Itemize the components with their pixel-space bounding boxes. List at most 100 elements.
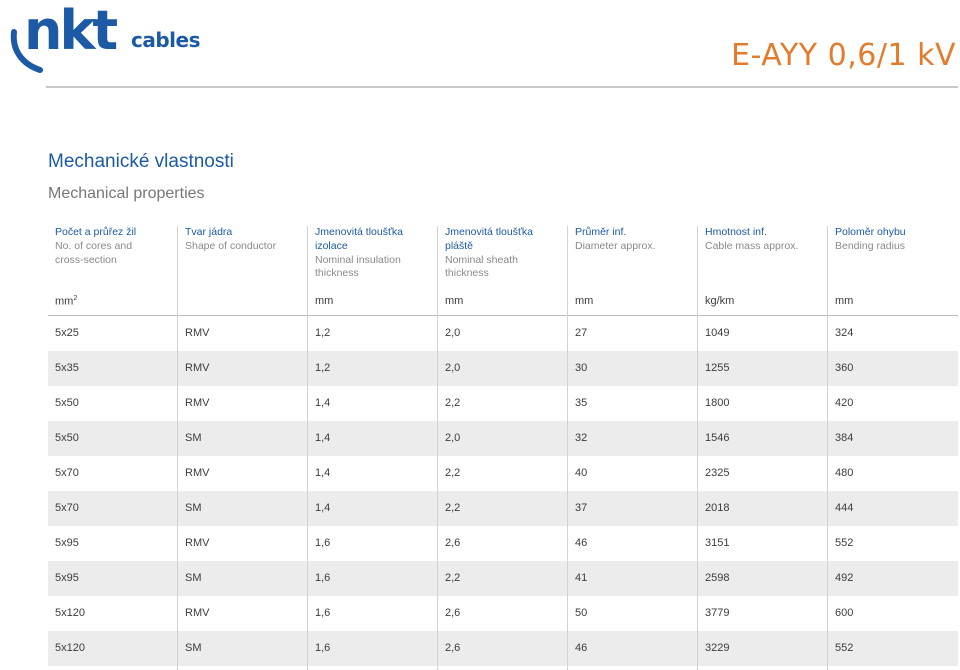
logo-main-text: nkt [24,0,118,62]
table-cell: 5x25 [55,327,79,339]
table-cell: 2,2 [445,502,461,514]
column-separator [437,226,438,670]
nkt-cables-logo: nkt cables [8,0,201,73]
table-cell: 3229 [705,642,730,654]
table-cell: RMV [185,397,210,409]
column-separator [567,226,568,670]
column-header-cz: Jmenovitá tloušťka [315,226,403,238]
column-separator [697,226,698,670]
column-header: Jmenovitá tloušťka pláště Nominal sheath th… [445,226,573,281]
table-cell: 5x35 [55,362,79,374]
table-cell: 3151 [705,537,730,549]
table-body: 5x25 RMV 1,2 2,0 27 1049 324 5x35 RMV 1,2 2,0 30 125… [48,316,958,666]
table-cell: 444 [835,502,854,514]
table-cell: 46 [575,537,588,549]
column-header-cz: izolace [315,239,348,252]
header-divider [46,86,958,88]
column-header-cz: Průměr inf. [575,226,627,238]
table-cell: RMV [185,362,210,374]
table-cell: 2,6 [445,537,461,549]
page-header: nkt cables E-AYY 0,6/1 kV [0,0,960,90]
column-header-en: thickness [315,267,359,280]
table-cell: 1800 [705,397,730,409]
table-cell: 1,4 [315,467,331,479]
table-cell: 35 [575,397,588,409]
table-cell: 420 [835,397,854,409]
table-cell: 5x70 [55,502,79,514]
column-header: Tvar jádra Shape of conductor [185,226,313,254]
table-cell: 1,4 [315,432,331,444]
table-row: 5x95 SM 1,6 2,2 41 2598 492 [48,561,958,596]
column-header: Hmotnost inf. Cable mass approx. [705,226,833,254]
table-cell: 3779 [705,607,730,619]
table-cell: 5x120 [55,607,85,619]
table-cell: 2,2 [445,467,461,479]
table-cell: 5x95 [55,572,79,584]
table-row: 5x50 RMV 1,4 2,2 35 1800 420 [48,386,958,421]
table-cell: 5x70 [55,467,79,479]
column-header: Poloměr ohybu Bending radius [835,226,960,254]
column-header-en: Diameter approx. [575,239,656,252]
column-separator [307,226,308,670]
table-cell: SM [185,502,202,514]
table-cell: 50 [575,607,588,619]
column-header-en: cross-section [55,253,117,266]
table-cell: 1,2 [315,362,331,374]
table-cell: 1,4 [315,397,331,409]
table-cell: RMV [185,607,210,619]
column-unit: mm [445,295,464,307]
table-cell: 1,6 [315,607,331,619]
table-cell: 2018 [705,502,730,514]
column-unit: kg/km [705,295,735,307]
table-cell: SM [185,642,202,654]
table-cell: 384 [835,432,854,444]
column-unit: mm [575,295,594,307]
table-cell: 2,0 [445,327,461,339]
table-cell: 2,6 [445,642,461,654]
table-row: 5x120 SM 1,6 2,6 46 3229 552 [48,631,958,666]
units-divider [48,315,958,316]
table-row: 5x95 RMV 1,6 2,6 46 3151 552 [48,526,958,561]
table-cell: 324 [835,327,854,339]
table-cell: 492 [835,572,854,584]
table-row: 5x35 RMV 1,2 2,0 30 1255 360 [48,351,958,386]
table-cell: 1,4 [315,502,331,514]
table-cell: 480 [835,467,854,479]
table-cell: 1546 [705,432,730,444]
table-cell: 5x120 [55,642,85,654]
table-cell: 1255 [705,362,730,374]
table-cell: SM [185,432,202,444]
column-header-en: Nominal sheath [445,253,518,266]
table-row: 5x70 RMV 1,4 2,2 40 2325 480 [48,456,958,491]
table-cell: 2,6 [445,607,461,619]
column-header: Průměr inf. Diameter approx. [575,226,703,254]
table-cell: 2,0 [445,362,461,374]
table-row: 5x70 SM 1,4 2,2 37 2018 444 [48,491,958,526]
table-cell: 2325 [705,467,730,479]
column-header-cz: Počet a průřez žil [55,226,137,238]
table-row: 5x25 RMV 1,2 2,0 27 1049 324 [48,316,958,351]
column-header-cz: Tvar jádra [185,226,233,238]
table-cell: 600 [835,607,854,619]
column-header-cz: Poloměr ohybu [835,226,906,238]
table-cell: 2,0 [445,432,461,444]
table-cell: 1,6 [315,572,331,584]
column-header-en: Shape of conductor [185,239,277,252]
column-header-en: Cable mass approx. [705,239,799,252]
column-header-cz: Hmotnost inf. [705,226,767,238]
section-title-cz: Mechanické vlastnosti [48,151,234,172]
column-header-cz: Jmenovitá tloušťka [445,226,533,238]
table-cell: 5x50 [55,397,79,409]
column-unit: mm [315,295,334,307]
table-cell: RMV [185,327,210,339]
column-header-en: thickness [445,267,489,280]
table-cell: 40 [575,467,588,479]
table-cell: 32 [575,432,588,444]
column-unit: mm [835,295,854,307]
column-unit: mm2 [55,295,78,308]
table-cell: 1049 [705,327,730,339]
table-cell: 5x95 [55,537,79,549]
column-separator [827,226,828,670]
table-cell: 2,2 [445,572,461,584]
table-cell: RMV [185,467,210,479]
